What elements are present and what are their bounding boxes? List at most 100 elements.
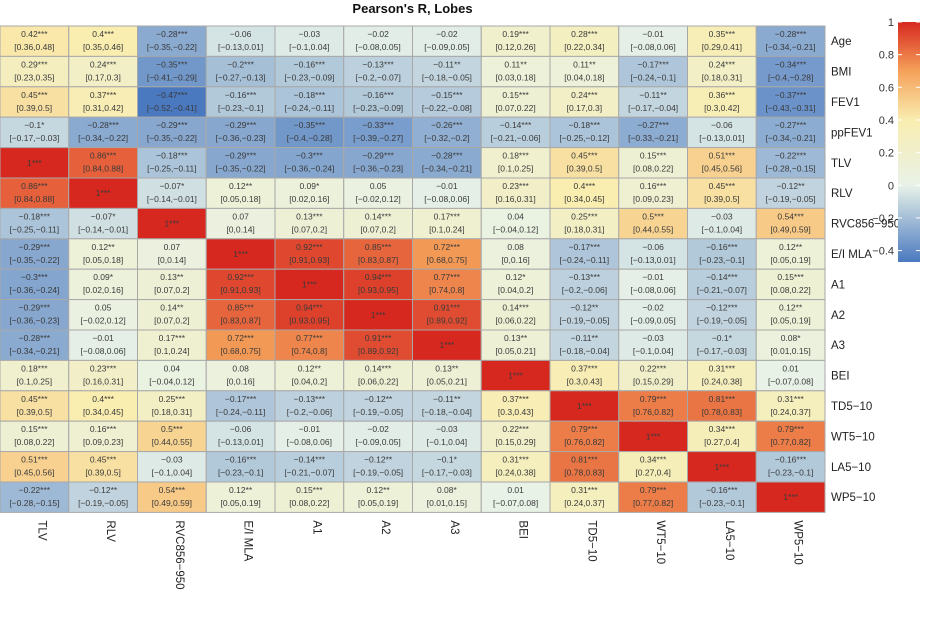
legend-colorbar bbox=[898, 22, 920, 262]
cell-r-label: 1*** bbox=[715, 462, 730, 472]
cell-ci-label: [0.44,0.55] bbox=[152, 437, 192, 447]
cell-r-label: 0.09* bbox=[93, 272, 114, 282]
cell-r-label: −0.1* bbox=[712, 333, 733, 343]
cell-r-label: −0.3*** bbox=[21, 272, 48, 282]
cell-r-label: −0.13*** bbox=[569, 272, 601, 282]
cell-ci-label: [−0.13,0.01] bbox=[218, 42, 263, 52]
cell-r-label: 0.34*** bbox=[709, 424, 736, 434]
heatmap-cell bbox=[205, 116, 276, 149]
heatmap-cell bbox=[755, 359, 826, 392]
cell-ci-label: [0.05,0.21] bbox=[496, 346, 536, 356]
cell-ci-label: [−0.25,−0.11] bbox=[10, 224, 59, 234]
heatmap-cell bbox=[549, 55, 620, 88]
column-label: TLV bbox=[35, 520, 47, 541]
cell-ci-label: [−0.23,−0.09] bbox=[353, 103, 403, 113]
cell-r-label: −0.07* bbox=[91, 211, 117, 221]
cell-ci-label: [−0.32,−0.2] bbox=[424, 133, 469, 143]
cell-r-label: −0.03 bbox=[642, 333, 664, 343]
cell-r-label: 0.31*** bbox=[571, 485, 598, 495]
heatmap-cell bbox=[68, 420, 138, 453]
heatmap-cell bbox=[68, 481, 138, 513]
cell-r-label: −0.12** bbox=[777, 181, 806, 191]
cell-ci-label: [0.04,0.2] bbox=[498, 285, 533, 295]
heatmap-cell bbox=[618, 481, 688, 513]
cell-ci-label: [0.76,0.82] bbox=[633, 407, 673, 417]
cell-ci-label: [0.34,0.45] bbox=[83, 407, 123, 417]
cell-r-label: −0.03 bbox=[711, 211, 733, 221]
cell-ci-label: [−0.18,−0.04] bbox=[559, 346, 609, 356]
cell-ci-label: [0.08,0.22] bbox=[633, 164, 673, 174]
heatmap-cell bbox=[68, 390, 138, 422]
heatmap-cell bbox=[618, 451, 688, 483]
cell-r-label: 0.14*** bbox=[365, 363, 392, 373]
cell-r-label: −0.02 bbox=[436, 29, 458, 39]
cell-ci-label: [−0.02,0.12] bbox=[356, 194, 401, 204]
heatmap-cell bbox=[205, 55, 276, 88]
cell-r-label: 0.45*** bbox=[21, 90, 48, 100]
cell-r-label: −0.16*** bbox=[706, 485, 738, 495]
heatmap-cell bbox=[755, 390, 826, 422]
heatmap-cell bbox=[274, 177, 345, 209]
cell-r-label: −0.06 bbox=[642, 242, 664, 252]
cell-r-label: −0.2*** bbox=[227, 59, 254, 69]
cell-r-label: 0.92*** bbox=[296, 242, 323, 252]
cell-ci-label: [−0.19,−0.05] bbox=[559, 316, 609, 326]
cell-ci-label: [−0.17,−0.03] bbox=[422, 468, 472, 478]
cell-ci-label: [0.1,0.25] bbox=[498, 164, 533, 174]
cell-ci-label: [0.18,0.31] bbox=[564, 224, 604, 234]
cell-r-label: 0.01 bbox=[507, 485, 524, 495]
cell-r-label: 0.85*** bbox=[227, 303, 254, 313]
cell-ci-label: [−0.34,−0.21] bbox=[422, 164, 472, 174]
heatmap-cell bbox=[755, 147, 826, 179]
cell-r-label: 0.45*** bbox=[90, 455, 117, 465]
cell-ci-label: [0.27,0.4] bbox=[635, 468, 670, 478]
row-label: Age bbox=[831, 36, 851, 48]
heatmap-cell bbox=[687, 116, 757, 149]
cell-ci-label: [0.03,0.18] bbox=[496, 72, 536, 82]
cell-ci-label: [−0.13,0.01] bbox=[699, 133, 744, 143]
heatmap-cell bbox=[755, 481, 826, 513]
cell-ci-label: [−0.08,0.06] bbox=[631, 42, 676, 52]
heatmap-cell bbox=[687, 481, 757, 513]
cell-r-label: 0.14*** bbox=[365, 211, 392, 221]
row-label: A2 bbox=[831, 310, 845, 322]
cell-ci-label: [−0.19,−0.05] bbox=[697, 316, 747, 326]
cell-ci-label: [−0.4,−0.28] bbox=[768, 72, 813, 82]
cell-r-label: 0.08 bbox=[507, 242, 524, 252]
heatmap-cell bbox=[0, 451, 70, 483]
cell-ci-label: [−0.17,−0.03] bbox=[697, 346, 747, 356]
column-label: A1 bbox=[310, 520, 322, 534]
cell-r-label: 1*** bbox=[165, 219, 180, 229]
heatmap-cell bbox=[0, 55, 70, 88]
cell-ci-label: [−0.19,−0.05] bbox=[353, 468, 403, 478]
cell-r-label: 1*** bbox=[783, 492, 798, 502]
heatmap-cell bbox=[274, 268, 345, 301]
heatmap-cell bbox=[618, 329, 688, 361]
cell-ci-label: [−0.19,−0.05] bbox=[766, 194, 816, 204]
heatmap-cell bbox=[205, 420, 276, 453]
cell-r-label: −0.06 bbox=[711, 120, 733, 130]
cell-r-label: 0.81*** bbox=[571, 455, 598, 465]
cell-ci-label: [0,0.16] bbox=[226, 376, 254, 386]
row-label: LA5−10 bbox=[831, 462, 871, 474]
cell-r-label: −0.12** bbox=[364, 394, 393, 404]
heatmap-cell bbox=[205, 329, 276, 361]
cell-ci-label: [−0.22,−0.08] bbox=[422, 103, 472, 113]
cell-ci-label: [0.06,0.22] bbox=[358, 376, 398, 386]
cell-r-label: 1*** bbox=[646, 431, 661, 441]
heatmap-cell bbox=[549, 329, 620, 361]
cell-ci-label: [0.44,0.55] bbox=[633, 224, 673, 234]
cell-r-label: −0.1* bbox=[24, 120, 45, 130]
row-labels: Age BMI FEV1 ppFEV1 TLV RLV RVC856−950 E/I MLA A… bbox=[831, 36, 900, 504]
cell-r-label: 0.94*** bbox=[296, 303, 323, 313]
color-legend: 1 0.8 0.6 0.4 0.2 0 −0.2 −0.4 bbox=[872, 17, 920, 262]
heatmap-cell bbox=[687, 86, 757, 118]
cell-ci-label: [0.08,0.22] bbox=[771, 285, 811, 295]
cell-ci-label: [0.39,0.5] bbox=[17, 103, 52, 113]
cell-r-label: −0.22*** bbox=[19, 485, 51, 495]
heatmap-cell bbox=[755, 451, 826, 483]
heatmap-cell bbox=[755, 238, 826, 270]
cell-r-label: 1*** bbox=[302, 279, 317, 289]
cell-r-label: −0.02 bbox=[367, 29, 389, 39]
heatmap-cell bbox=[618, 177, 688, 209]
